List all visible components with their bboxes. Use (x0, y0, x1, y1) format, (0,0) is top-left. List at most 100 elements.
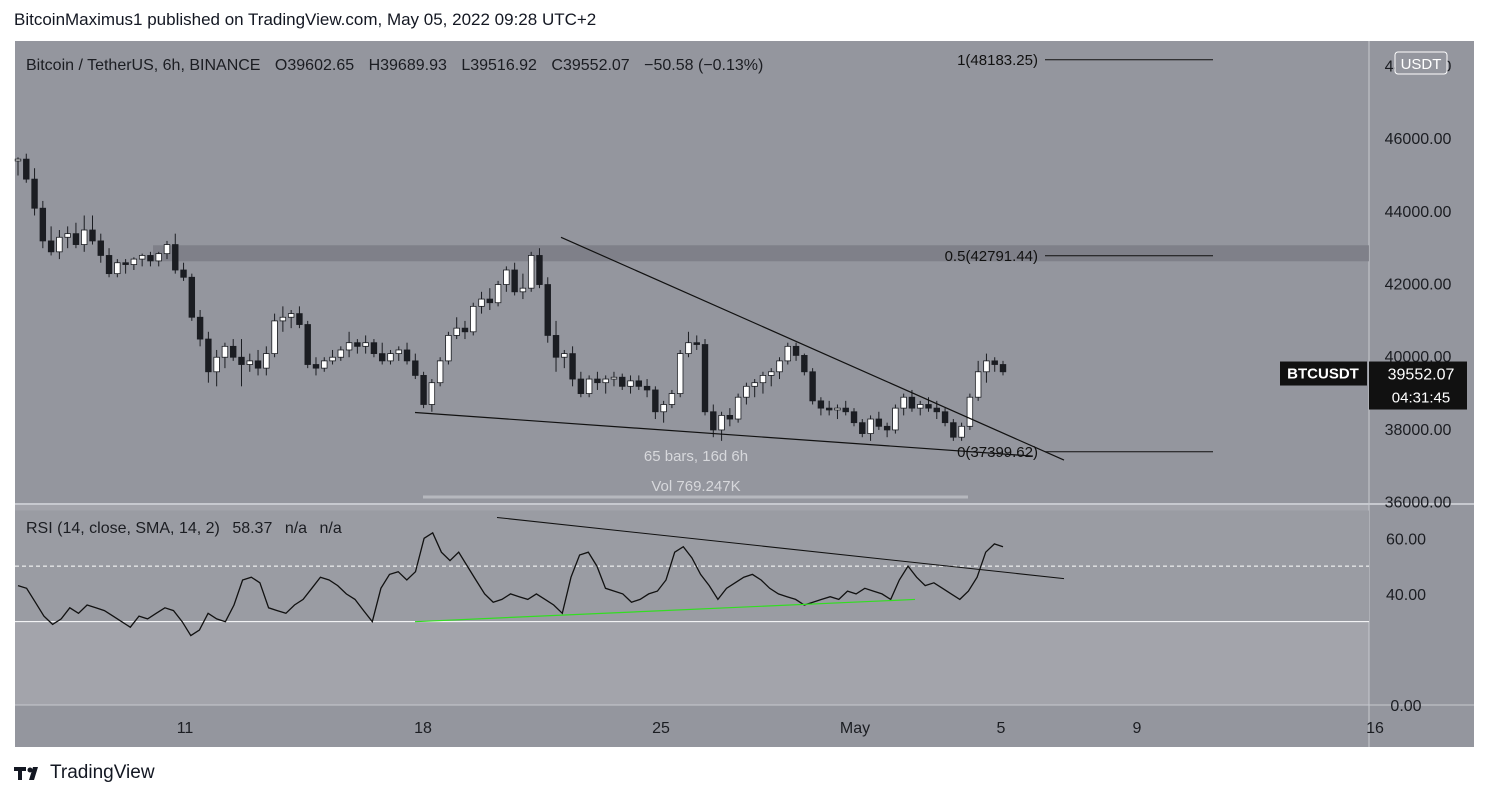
candle-body (991, 360, 998, 365)
candle-body (213, 356, 220, 373)
candle-body (453, 327, 460, 336)
resistance-zone[interactable] (153, 245, 1369, 262)
candles[interactable] (14, 153, 1007, 441)
candle-body (585, 378, 593, 394)
wedge-lower-line (414, 411, 1034, 457)
candle-body (387, 353, 394, 362)
price-tick: 36000.00 (1385, 495, 1452, 512)
footer-brand[interactable]: TradingView (14, 762, 155, 784)
candle-body (72, 233, 80, 245)
rsi-legend[interactable]: RSI (14, close, SMA, 14, 2) 58.37 n/a n/… (26, 520, 342, 537)
candle-body (759, 375, 767, 384)
wedge-upper-line (560, 236, 1065, 461)
time-tick: 25 (652, 720, 670, 737)
candle-body (685, 342, 692, 355)
candle-body (668, 393, 676, 405)
candle-body (842, 407, 849, 413)
time-tick: 5 (997, 720, 1006, 737)
candle-body (999, 364, 1007, 373)
candle-body (354, 342, 361, 347)
open-label: O (275, 57, 287, 74)
falling-wedge[interactable] (414, 236, 1065, 461)
candle-body (619, 376, 626, 387)
candle-body (246, 360, 253, 365)
candle-body (172, 244, 179, 271)
price-tick: 38000.00 (1385, 422, 1452, 439)
candle-body (908, 396, 916, 409)
candle-body (627, 380, 634, 387)
close-value: 39552.07 (563, 57, 630, 74)
candle-body (768, 371, 775, 376)
rsi-na-1: n/a (285, 520, 307, 537)
candle-body (594, 378, 601, 384)
candle-body (511, 269, 518, 293)
candle-body (362, 342, 369, 347)
close-label: C (551, 57, 563, 74)
fib-retracement[interactable]: 1(48183.25) 0.5(42791.44) 0(37399.62) (945, 52, 1213, 461)
candle-body (271, 320, 278, 355)
candle-body (974, 371, 982, 398)
currency-badge[interactable] (1394, 51, 1448, 75)
candle-body (287, 313, 295, 318)
candle-body (238, 356, 245, 365)
candle-body (536, 255, 543, 285)
axis-corner (1369, 705, 1474, 747)
candle-body (14, 158, 22, 162)
candle-body (850, 411, 858, 424)
candle-body (809, 371, 816, 402)
price-tick: 46000.00 (1385, 131, 1452, 148)
candle-body (155, 253, 162, 262)
rsi-label: RSI (14, close, SMA, 14, 2) (26, 520, 220, 537)
price-pane[interactable] (15, 41, 1369, 503)
price-tick: 42000.00 (1385, 277, 1452, 294)
open-value: 39602.65 (287, 57, 354, 74)
candle-body (751, 382, 758, 387)
candle-body (89, 229, 96, 242)
candle-body (983, 360, 990, 373)
rsi-tick: 60.00 (1386, 531, 1426, 548)
candle-body (875, 418, 883, 427)
candle-body (180, 269, 187, 278)
symbol-tag-label: BTCUSDT (1287, 366, 1359, 383)
candle-body (39, 207, 47, 242)
candle-body (494, 284, 502, 304)
tradingview-logo-icon (14, 767, 38, 780)
candle-body (205, 338, 212, 373)
candle-body (776, 360, 783, 373)
symbol-info[interactable]: Bitcoin / TetherUS, 6h, BINANCE O39602.6… (26, 57, 763, 74)
time-tick-labels: 11 18 25 May 5 9 16 (177, 720, 1384, 737)
candle-body (718, 414, 725, 431)
time-tick: May (840, 720, 870, 737)
rsi-tick-labels: 60.00 40.00 0.00 (1386, 531, 1426, 715)
candle-body (163, 244, 171, 255)
candle-body (834, 407, 841, 411)
candle-body (503, 269, 510, 285)
candle-body (130, 258, 138, 265)
rsi-series[interactable] (17, 517, 1065, 637)
candle-body (825, 407, 833, 411)
last-price-tag (1369, 361, 1467, 410)
candle-body (31, 178, 38, 209)
candle-body (379, 353, 386, 362)
candle-body (693, 342, 700, 345)
candle-body (743, 385, 750, 398)
time-axis[interactable] (15, 705, 1369, 747)
candle-body (569, 353, 576, 380)
candle-body (263, 353, 270, 369)
measure-bars-label: 65 bars, 16d 6h (644, 448, 748, 465)
candle-body (602, 378, 609, 384)
candle-body (486, 298, 494, 304)
high-label: H (369, 57, 381, 74)
candle-body (734, 396, 742, 420)
candle-body (701, 344, 709, 413)
candle-body (635, 380, 642, 387)
fib-level-label: 0.5(42791.44) (945, 248, 1038, 265)
candle-body (817, 400, 825, 409)
currency-label: USDT (1401, 56, 1442, 73)
candle-body (445, 335, 452, 362)
candle-body (643, 385, 651, 391)
candle-body (412, 360, 419, 376)
candle-body (312, 364, 320, 369)
candle-body (883, 425, 891, 431)
